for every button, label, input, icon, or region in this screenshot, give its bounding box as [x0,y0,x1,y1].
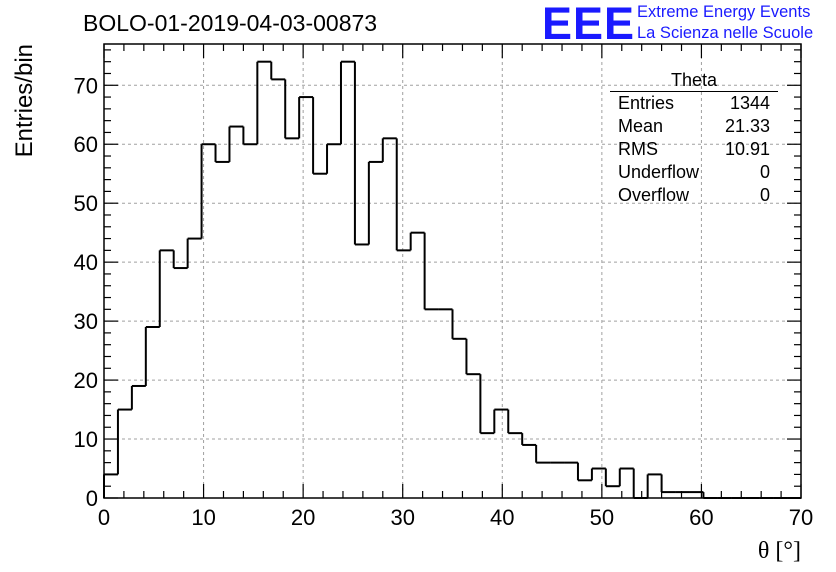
eee-logo-line-1: Extreme Energy Events [637,3,811,21]
stats-value: 1344 [729,93,770,113]
stats-row-overflow: Overflow 0 [618,185,770,208]
x-axis-label: θ [°] [758,538,801,564]
stats-key: Underflow [618,162,700,182]
stats-key: Entries [618,93,675,113]
stats-title: Theta [670,70,718,90]
y-tick-label: 20 [74,368,98,393]
y-tick-label: 60 [74,132,98,157]
y-axis-label: Entries/bin [11,44,38,157]
stats-divider [610,91,778,92]
stats-key: RMS [618,139,658,159]
x-tick-label: 50 [590,505,614,530]
x-tick-label: 60 [689,505,713,530]
eee-logo: EEE Extreme Energy Events La Scienza nel… [542,0,836,48]
chart-title: BOLO-01-2019-04-03-00873 [83,10,378,36]
y-tick-label: 10 [74,427,98,452]
stats-value: 10.91 [724,139,770,159]
plot-frame [103,43,802,499]
stats-row-mean: Mean 21.33 [618,116,770,139]
x-tick-label: 10 [191,505,215,530]
stats-key: Mean [618,116,664,136]
stats-key: Overflow [618,185,690,205]
x-tick-label: 30 [390,505,414,530]
stats-row-underflow: Underflow 0 [618,162,770,185]
x-tick-label: 0 [98,505,110,530]
stats-box: Theta Entries 1344 Mean 21.33 RMS 10.91 … [610,70,778,210]
stats-value: 0 [759,185,770,205]
y-tick-label: 70 [74,73,98,98]
stats-value: 21.33 [724,116,770,136]
y-tick-label: 40 [74,250,98,275]
x-tick-label: 70 [789,505,813,530]
x-tick-label: 20 [291,505,315,530]
x-tick-label: 40 [490,505,514,530]
stats-row-entries: Entries 1344 [618,93,770,116]
y-tick-label: 50 [74,191,98,216]
y-tick-label: 30 [74,309,98,334]
stats-value: 0 [759,162,770,182]
eee-logo-mark: EEE [542,0,636,49]
stats-row-rms: RMS 10.91 [618,139,770,162]
y-tick-label: 0 [86,486,98,511]
eee-logo-line-2: La Scienza nelle Scuole [637,24,814,42]
